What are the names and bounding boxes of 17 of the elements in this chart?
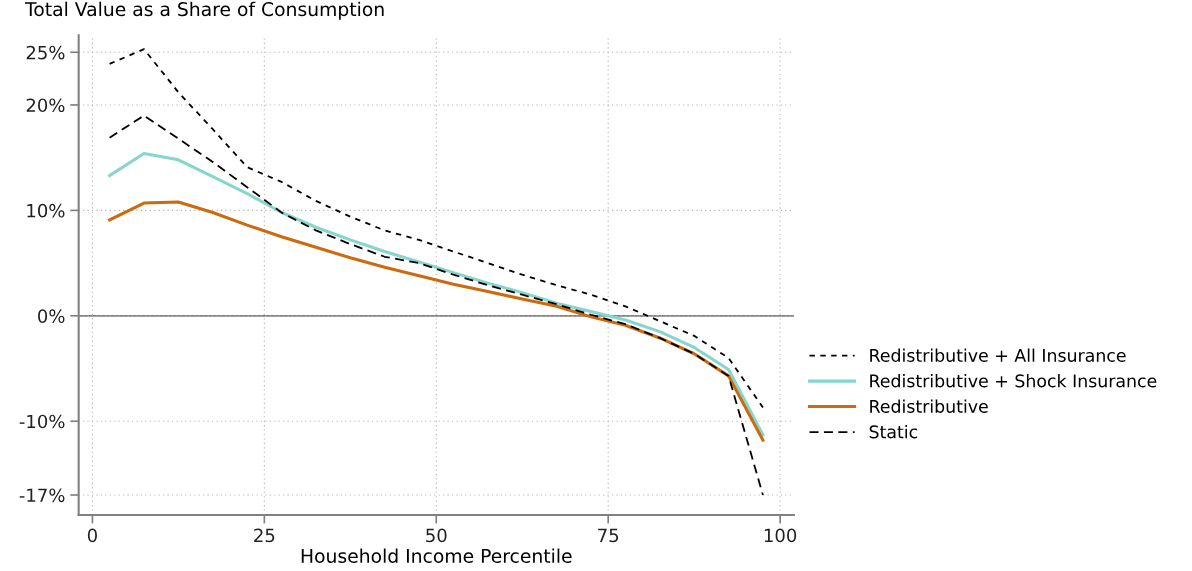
x-axis-title: Household Income Percentile	[301, 548, 572, 563]
x-tick-label: 100	[764, 528, 797, 543]
x-tick-label: 25	[254, 528, 275, 543]
legend-label: Redistributive + Shock Insurance	[870, 373, 1157, 388]
legend-label: Redistributive + All Insurance	[870, 348, 1126, 362]
y-tick-label: -17%	[19, 488, 65, 503]
x-tick-label: 50	[426, 528, 447, 543]
y-tick-label: 0%	[38, 309, 65, 323]
x-tick-label: 75	[598, 528, 619, 543]
y-tick-label: 20%	[26, 98, 65, 113]
chart-title: Total Value as a Share of Consumption	[24, 1, 384, 20]
y-tick-label: 25%	[26, 45, 65, 60]
legend-label: Static	[869, 424, 918, 439]
legend-label: Redistributive	[870, 399, 988, 413]
x-tick-label: 0	[87, 528, 97, 543]
y-tick-label: 10%	[27, 203, 65, 218]
y-tick-label: -10%	[19, 414, 65, 429]
